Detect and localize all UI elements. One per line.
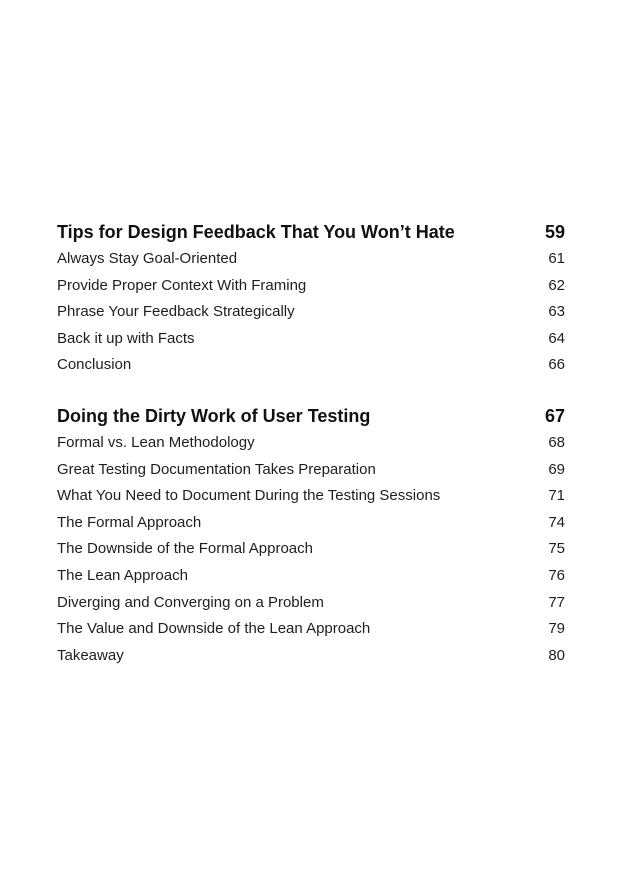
section-page-number: 66 xyxy=(548,356,565,374)
section-title: Diverging and Converging on a Problem xyxy=(57,593,324,611)
toc-chapter: Doing the Dirty Work of User Testing 67 … xyxy=(57,403,565,669)
toc-entry[interactable]: Takeaway 80 xyxy=(57,643,565,670)
section-page-number: 69 xyxy=(548,460,565,478)
section-title: The Lean Approach xyxy=(57,566,188,584)
section-page-number: 76 xyxy=(548,566,565,584)
toc-entry[interactable]: The Formal Approach 74 xyxy=(57,510,565,537)
section-title: Takeaway xyxy=(57,646,124,664)
section-title: Phrase Your Feedback Strategically xyxy=(57,303,295,321)
section-title: Great Testing Documentation Takes Prepar… xyxy=(57,460,376,478)
section-page-number: 62 xyxy=(548,276,565,294)
section-page-number: 77 xyxy=(548,593,565,611)
section-page-number: 63 xyxy=(548,303,565,321)
section-page-number: 74 xyxy=(548,513,565,531)
toc-entry[interactable]: Phrase Your Feedback Strategically 63 xyxy=(57,299,565,326)
toc-entry[interactable]: Always Stay Goal-Oriented 61 xyxy=(57,246,565,273)
section-title: The Downside of the Formal Approach xyxy=(57,540,313,558)
section-title: The Formal Approach xyxy=(57,513,202,531)
section-list: Formal vs. Lean Methodology 68 Great Tes… xyxy=(57,430,565,669)
section-page-number: 68 xyxy=(548,433,565,451)
toc-entry[interactable]: Diverging and Converging on a Problem 77 xyxy=(57,590,565,617)
chapter-heading[interactable]: Doing the Dirty Work of User Testing 67 xyxy=(57,403,565,430)
chapter-page-number: 67 xyxy=(544,405,565,426)
toc-entry[interactable]: The Lean Approach 76 xyxy=(57,563,565,590)
toc-chapter: Tips for Design Feedback That You Won’t … xyxy=(57,219,565,379)
table-of-contents: Tips for Design Feedback That You Won’t … xyxy=(57,219,565,669)
section-list: Always Stay Goal-Oriented 61 Provide Pro… xyxy=(57,246,565,379)
section-title: Always Stay Goal-Oriented xyxy=(57,250,238,267)
toc-entry[interactable]: The Downside of the Formal Approach 75 xyxy=(57,536,565,563)
section-title: Conclusion xyxy=(57,356,132,374)
chapter-heading[interactable]: Tips for Design Feedback That You Won’t … xyxy=(57,219,565,246)
section-page-number: 79 xyxy=(548,620,565,638)
section-title: Provide Proper Context With Framing xyxy=(57,276,307,294)
toc-entry[interactable]: Back it up with Facts 64 xyxy=(57,326,565,353)
section-page-number: 64 xyxy=(548,329,565,347)
section-title: The Value and Downside of the Lean Appro… xyxy=(57,620,371,638)
section-page-number: 61 xyxy=(548,250,565,267)
toc-entry[interactable]: The Value and Downside of the Lean Appro… xyxy=(57,616,565,643)
section-title: What You Need to Document During the Tes… xyxy=(57,487,441,505)
section-page-number: 75 xyxy=(548,540,565,558)
toc-entry[interactable]: Provide Proper Context With Framing 62 xyxy=(57,273,565,300)
chapter-title: Tips for Design Feedback That You Won’t … xyxy=(57,222,455,242)
chapter-page-number: 59 xyxy=(544,222,565,242)
section-title: Formal vs. Lean Methodology xyxy=(57,433,255,451)
section-page-number: 80 xyxy=(548,646,565,664)
toc-entry[interactable]: Conclusion 66 xyxy=(57,352,565,379)
toc-entry[interactable]: Formal vs. Lean Methodology 68 xyxy=(57,430,565,457)
chapter-title: Doing the Dirty Work of User Testing xyxy=(57,405,371,426)
section-page-number: 71 xyxy=(548,487,565,505)
section-title: Back it up with Facts xyxy=(57,329,195,347)
toc-entry[interactable]: Great Testing Documentation Takes Prepar… xyxy=(57,457,565,484)
toc-entry[interactable]: What You Need to Document During the Tes… xyxy=(57,483,565,510)
